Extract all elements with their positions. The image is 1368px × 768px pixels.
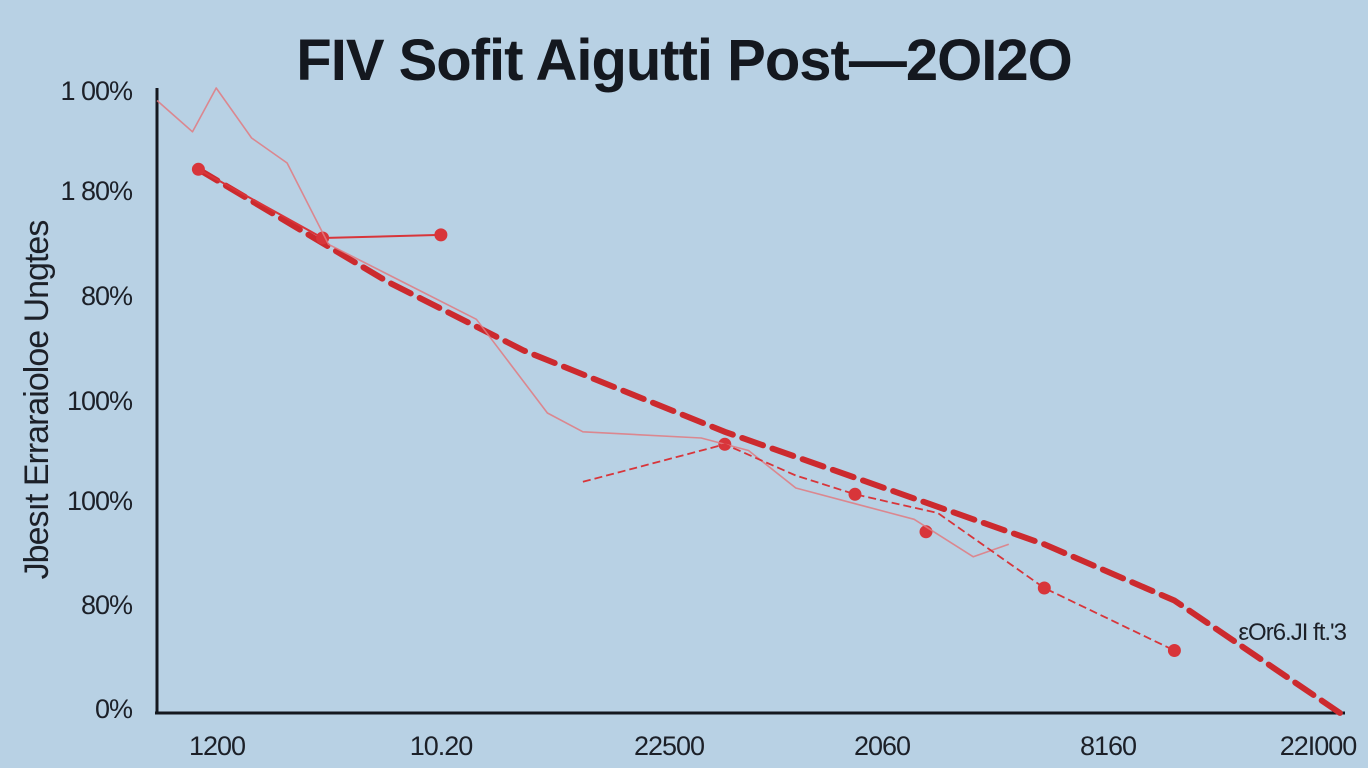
y-tick-label: 100% xyxy=(67,486,133,516)
data-point xyxy=(848,487,862,501)
y-tick-label: 1 80% xyxy=(60,176,133,206)
y-tick-label: 0% xyxy=(95,694,133,724)
y-tick-label: 100% xyxy=(67,386,133,416)
y-axis-title: Jbesıt Erraraioloe Ungtes xyxy=(18,221,56,580)
trend-series-line xyxy=(195,166,1343,716)
x-tick-label: 10.20 xyxy=(410,731,473,761)
data-point xyxy=(316,231,330,245)
series-layer xyxy=(156,87,1343,716)
data-point xyxy=(191,162,205,176)
data-point xyxy=(434,228,448,242)
data-point xyxy=(1167,644,1181,657)
x-tick-label: 8160 xyxy=(1080,731,1136,761)
noise-series-line xyxy=(156,87,1010,558)
chart-title: FIV Sofit Aigutti Post—2OI2O xyxy=(296,28,1071,93)
data-point xyxy=(1037,581,1051,595)
y-tick-label: 80% xyxy=(81,590,133,620)
x-tick-label: 22500 xyxy=(634,731,704,761)
x-tick-labels: 1200 10.20 22500 2060 8160 22I000 xyxy=(189,731,1357,761)
chart-annotation: εOr6.JI ft.'3 xyxy=(1238,619,1346,646)
connector-series-line xyxy=(582,443,1175,652)
x-tick-label: 22I000 xyxy=(1280,731,1357,761)
y-tick-labels: 1 00% 1 80% 80% 100% 100% 80% 0% xyxy=(60,76,134,724)
x-tick-label: 2060 xyxy=(854,731,910,761)
x-tick-label: 1200 xyxy=(189,731,245,761)
y-tick-label: 80% xyxy=(81,281,133,311)
y-tick-label: 1 00% xyxy=(60,76,133,106)
